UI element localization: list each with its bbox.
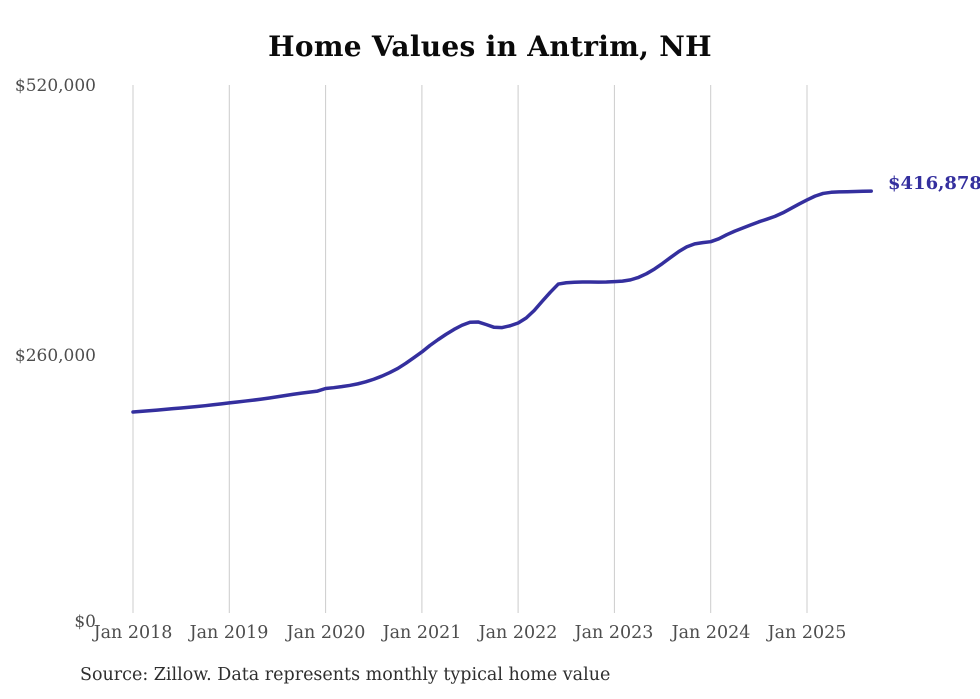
y-axis-tick-260000: $260,000 [14, 346, 96, 366]
y-axis-tick-0: $0 [74, 612, 96, 632]
vertical-gridlines [132, 85, 808, 613]
home-value-line [131, 189, 873, 414]
x-axis-tick-jan-2018: Jan 2018 [93, 623, 173, 643]
x-axis-tick-jan-2025: Jan 2025 [767, 623, 847, 643]
latest-value-label: $416,878 [888, 173, 980, 194]
x-axis-tick-jan-2021: Jan 2021 [382, 623, 462, 643]
chart-title: Home Values in Antrim, NH [268, 30, 712, 63]
x-axis-tick-jan-2020: Jan 2020 [286, 623, 366, 643]
y-axis-tick-520000: $520,000 [14, 76, 96, 96]
x-axis-tick-jan-2024: Jan 2024 [671, 623, 751, 643]
x-axis-tick-jan-2019: Jan 2019 [189, 623, 269, 643]
x-axis-tick-jan-2022: Jan 2022 [478, 623, 558, 643]
source-note: Source: Zillow. Data represents monthly … [80, 665, 611, 685]
x-axis-tick-jan-2023: Jan 2023 [574, 623, 654, 643]
